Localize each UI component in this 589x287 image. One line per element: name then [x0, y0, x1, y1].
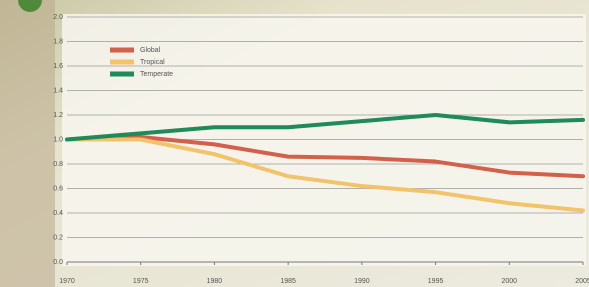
y-tick-label: 1.0 — [53, 136, 63, 143]
x-tick-label: 1995 — [428, 278, 444, 285]
x-tick-label: 2005 — [575, 278, 589, 285]
legend-label: Temperate — [140, 71, 173, 78]
legend-label: Tropical — [140, 59, 165, 66]
chart: 0.0 0.2 0.4 0.6 0.8 1.0 1.2 1.4 1.6 1.8 2.0 1970 197… — [0, 0, 589, 287]
x-tick-label: 1990 — [354, 278, 370, 285]
y-tick-label: 0.6 — [53, 185, 63, 192]
y-tick-label: 0.4 — [53, 210, 63, 217]
x-tick-label: 1980 — [207, 278, 223, 285]
photo-strip — [0, 0, 55, 287]
y-tick-label: 1.4 — [53, 87, 63, 94]
x-tick-label: 1975 — [133, 278, 149, 285]
x-tick-label: 1970 — [59, 278, 75, 285]
legend-label: Global — [140, 47, 161, 54]
y-tick-label: 0.0 — [53, 259, 63, 266]
x-tick-label: 2000 — [501, 278, 517, 285]
y-tick-label: 1.8 — [53, 38, 63, 45]
y-tick-label: 1.6 — [53, 63, 63, 70]
y-tick-label: 0.2 — [53, 234, 63, 241]
y-tick-label: 2.0 — [53, 14, 63, 21]
y-tick-label: 1.2 — [53, 112, 63, 119]
y-tick-label: 0.8 — [53, 161, 63, 168]
x-tick-label: 1985 — [280, 278, 296, 285]
